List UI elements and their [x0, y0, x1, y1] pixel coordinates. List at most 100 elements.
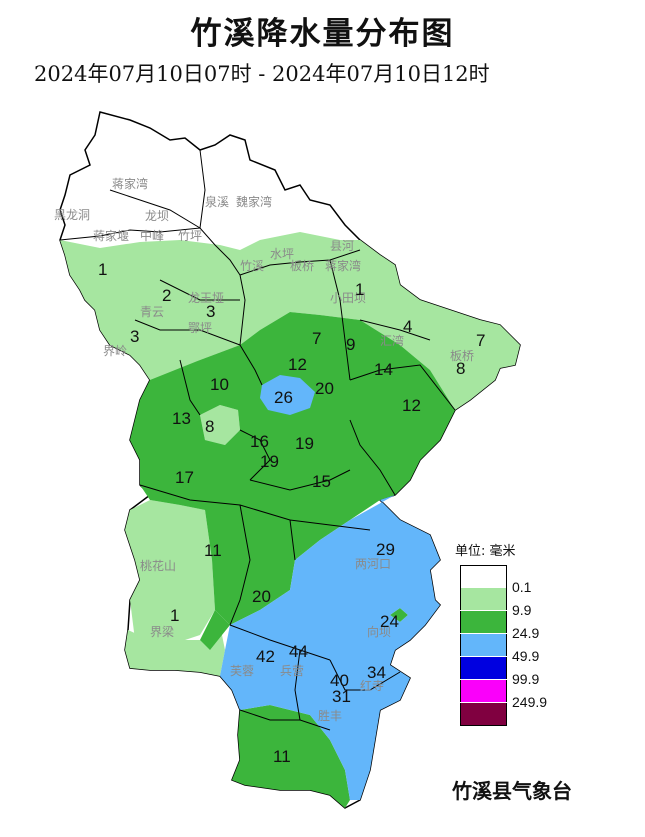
- green-spot-east: [390, 608, 408, 622]
- precip-value: 19: [260, 452, 279, 471]
- legend-row: 49.9: [455, 634, 539, 664]
- township-boundaries: [59, 149, 456, 731]
- place-label: 水坪: [270, 247, 294, 261]
- place-label: 红寺: [360, 678, 384, 693]
- precip-value: 3: [130, 327, 139, 346]
- precip-value: 40: [330, 671, 349, 690]
- place-label: 小田坝: [330, 291, 366, 305]
- precip-value: 19: [295, 434, 314, 453]
- precip-values: 1 2 3 3 1 7 9 4 7 8 12 20 14 12 26 10 13…: [98, 260, 485, 766]
- place-label: 竹溪: [240, 259, 264, 273]
- place-label: 龙坝: [145, 209, 169, 223]
- place-label: 界梁: [150, 624, 174, 639]
- legend-scale: 0.1 9.9 24.9 49.9 99.9 249.9: [455, 565, 547, 726]
- place-label: 向坝: [367, 624, 391, 639]
- place-label: 胜丰: [318, 708, 342, 723]
- precip-value: 12: [288, 355, 307, 374]
- precip-value: 15: [312, 472, 331, 491]
- time-range-subtitle: 2024年07月10日07时 - 2024年07月10日12时: [34, 62, 490, 86]
- place-label: 泉溪: [205, 195, 229, 209]
- legend: 单位: 毫米 0.1 9.9 24.9 49.9 99.9 249.9: [455, 540, 547, 726]
- legend-tick-label: 9.9: [512, 602, 532, 618]
- legend-swatch: [460, 657, 507, 679]
- green-southwest-strip: [200, 610, 230, 650]
- blue-center-spot: [260, 375, 315, 415]
- precip-value: 34: [367, 663, 386, 682]
- precip-value: 1: [98, 260, 107, 279]
- precip-value: 7: [312, 329, 321, 348]
- precip-value: 9: [346, 335, 355, 354]
- place-label: 青云: [140, 305, 164, 319]
- legend-tick-label: 49.9: [512, 648, 540, 664]
- precip-value: 31: [332, 687, 351, 706]
- legend-row: [455, 703, 516, 726]
- legend-tick-label: 24.9: [512, 625, 540, 641]
- precip-value: 10: [210, 375, 229, 394]
- precip-value: 2: [162, 286, 171, 305]
- place-label: 板桥: [450, 349, 474, 363]
- place-label: 县河: [330, 239, 354, 253]
- place-label: 中峰: [140, 228, 164, 243]
- legend-row: 0.1: [455, 565, 531, 595]
- legend-swatch: [460, 565, 507, 588]
- place-label: 黑龙洞: [54, 208, 90, 222]
- place-label: 界岭: [103, 344, 127, 358]
- place-label: 板桥: [290, 259, 314, 273]
- precip-value: 13: [172, 409, 191, 428]
- precip-value: 11: [204, 541, 222, 560]
- legend-tick-label: 99.9: [512, 671, 540, 687]
- legend-row: 24.9: [455, 611, 539, 641]
- light-green-west-upper: [125, 500, 215, 645]
- precip-value: 44: [289, 642, 308, 661]
- place-label: 芙蓉: [230, 664, 254, 678]
- green-south: [232, 705, 350, 808]
- place-label: 竹坪: [178, 229, 202, 243]
- precip-value: 24: [380, 612, 399, 631]
- legend-tick-label: 249.9: [512, 694, 548, 710]
- precip-value: 17: [175, 468, 194, 487]
- precip-value: 4: [403, 317, 412, 336]
- legend-swatch: [460, 634, 507, 656]
- precip-value: 14: [374, 360, 393, 379]
- precip-value: 29: [376, 540, 395, 559]
- precip-value: 16: [250, 432, 269, 451]
- precip-value: 3: [206, 302, 215, 321]
- place-label: 蒋家堰: [93, 228, 129, 243]
- agency-name: 竹溪县气象台: [452, 779, 572, 803]
- place-label: 汇湾: [380, 333, 404, 348]
- precip-value: 8: [456, 359, 465, 378]
- precip-value: 12: [402, 396, 421, 415]
- legend-swatch: [460, 680, 507, 702]
- place-label: 桃花山: [140, 558, 176, 573]
- place-label: 龙王垭: [188, 291, 224, 305]
- legend-unit-label: 单位: 毫米: [455, 544, 516, 559]
- blue-zones: [220, 375, 440, 800]
- precip-value: 42: [256, 647, 275, 666]
- light-green-southwest: [125, 625, 225, 676]
- precip-value: 7: [476, 331, 485, 350]
- legend-swatch: [460, 588, 507, 610]
- legend-tick-label: 0.1: [512, 579, 532, 595]
- place-label: 魏家湾: [236, 194, 272, 209]
- place-label: 鄂坪: [188, 321, 212, 335]
- precip-value: 1: [355, 280, 364, 299]
- precip-value: 26: [274, 388, 293, 407]
- legend-row: 99.9: [455, 657, 539, 687]
- place-labels: 黑龙洞 龙坝 蒋家堰 中峰 竹坪 蒋家湾 泉溪 魏家湾 水坪 县河 竹溪 板桥 …: [54, 176, 474, 723]
- place-label: 兵营: [280, 664, 304, 678]
- legend-row: 9.9: [455, 588, 531, 618]
- precip-value: 11: [273, 747, 291, 766]
- place-label: 蒋家湾: [112, 176, 148, 191]
- place-label: 蒋家湾: [325, 258, 361, 273]
- place-label: 两河口: [355, 557, 391, 571]
- map-title: 竹溪降水量分布图: [190, 16, 455, 52]
- precip-value: 1: [170, 606, 179, 625]
- light-green-zones: [60, 232, 520, 676]
- light-green-pocket: [200, 405, 240, 445]
- precip-value: 20: [252, 587, 271, 606]
- green-central: [130, 312, 455, 625]
- blue-southeast: [220, 495, 440, 800]
- green-zones: [130, 312, 455, 808]
- legend-swatch: [460, 611, 507, 633]
